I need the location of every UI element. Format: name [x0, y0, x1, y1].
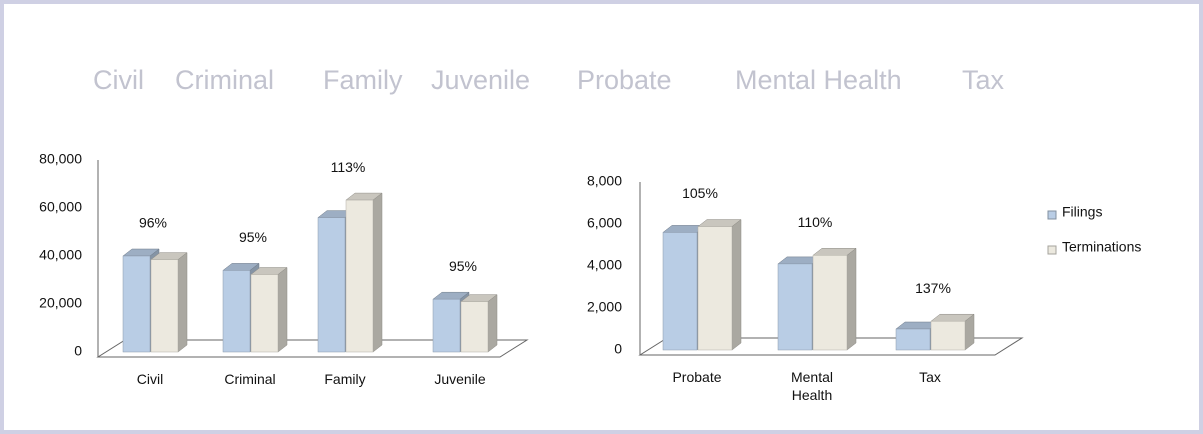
y-tick-label: 8,000	[587, 173, 622, 189]
legend-label: Filings	[1062, 204, 1102, 220]
bar-side	[177, 252, 188, 353]
bar-front	[930, 320, 966, 351]
bar	[460, 294, 498, 353]
ratio-label: 113%	[331, 159, 366, 175]
legend-swatch	[1047, 210, 1057, 220]
header-label: Civil	[93, 65, 144, 95]
bar-front	[150, 259, 179, 353]
x-tick-label: Criminal	[224, 371, 276, 387]
y-tick-label: 0	[614, 341, 622, 357]
x-tick-label: Tax	[919, 369, 941, 385]
y-tick-label: 40,000	[39, 247, 82, 263]
header-label: Mental Health	[735, 65, 902, 95]
bar	[812, 247, 857, 351]
x-tick-label-box: Criminal	[224, 371, 276, 387]
x-tick-label-box: Tax	[919, 369, 941, 385]
y-tick-label: 4,000	[587, 257, 622, 273]
bar-front	[345, 199, 374, 353]
header-label: Probate	[577, 65, 672, 95]
bar-front	[895, 328, 931, 351]
header-label: Tax	[962, 65, 1005, 95]
bar-front	[250, 274, 279, 353]
bar-side	[487, 294, 498, 353]
x-tick-label: Civil	[136, 371, 164, 387]
bar-front	[460, 301, 489, 353]
ratio-label: 95%	[239, 229, 267, 245]
bar-side	[277, 266, 288, 353]
x-tick-label: Juvenile	[434, 371, 486, 387]
x-tick-label-box: Civil	[136, 371, 164, 387]
bar-side	[846, 247, 857, 351]
x-tick-label-box: Juvenile	[434, 371, 486, 387]
floor	[96, 339, 529, 358]
bar-side	[731, 219, 742, 351]
bar-front	[812, 255, 848, 351]
header-label: Criminal	[175, 65, 274, 95]
y-tick-label: 20,000	[39, 295, 82, 311]
x-tick-label-box: Probate	[672, 369, 722, 385]
legend-label: Terminations	[1062, 239, 1141, 255]
bar	[345, 192, 383, 353]
bar-front	[662, 232, 698, 351]
header-label: Juvenile	[431, 65, 530, 95]
ratio-label: 137%	[915, 280, 951, 296]
x-tick-label-box: Family	[324, 371, 366, 387]
bar-front	[777, 263, 813, 351]
ratio-label: 95%	[449, 258, 477, 274]
bar	[930, 313, 975, 351]
y-tick-label: 80,000	[39, 151, 82, 167]
y-tick-label: 0	[74, 343, 82, 359]
bar-front	[432, 298, 461, 353]
ratio-label: 105%	[682, 185, 718, 201]
x-tick-label: Probate	[672, 369, 722, 385]
legend-swatch	[1047, 245, 1057, 255]
x-tick-label: Family	[324, 371, 366, 387]
bar-front	[317, 217, 346, 353]
ratio-label: 96%	[139, 215, 167, 231]
x-tick-label-box: Mental Health	[790, 369, 834, 403]
y-tick-label: 6,000	[587, 215, 622, 231]
bar-side	[372, 192, 383, 353]
y-tick-label: 2,000	[587, 299, 622, 315]
x-tick-label: Mental Health	[790, 369, 834, 403]
bar	[697, 219, 742, 351]
bar	[150, 252, 188, 353]
bar-front	[222, 270, 251, 353]
y-tick-label: 60,000	[39, 199, 82, 215]
bar	[250, 266, 288, 353]
bar-front	[697, 226, 733, 351]
ratio-label: 110%	[798, 214, 833, 230]
header-label: Family	[323, 65, 403, 95]
bar-front	[122, 255, 151, 353]
